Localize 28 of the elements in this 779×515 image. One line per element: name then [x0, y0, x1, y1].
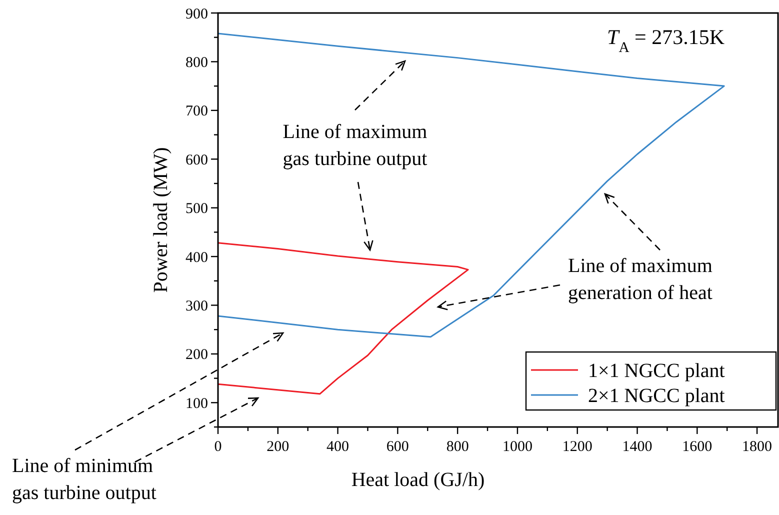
x-tick-label: 800 — [446, 439, 469, 455]
y-tick-label: 800 — [186, 54, 208, 71]
y-tick-label: 400 — [186, 250, 208, 266]
x-tick-label: 400 — [326, 439, 350, 455]
annotation: Line of maximum generation of heat — [568, 255, 713, 304]
x-axis-title: Heat load (GJ/h) — [351, 469, 485, 491]
y-tick-label: 100 — [186, 396, 208, 412]
legend-label: 2×1 NGCC plant — [588, 385, 726, 407]
legend-label: 1×1 NGCC plant — [588, 360, 726, 382]
x-tick-label: 1200 — [562, 439, 592, 455]
x-tick-label: 1400 — [622, 439, 652, 455]
line-series — [218, 242, 469, 395]
text: Line of minimum gas turbine output — [12, 455, 157, 504]
x-tick-label: 600 — [386, 439, 409, 455]
y-tick-label: 500 — [186, 201, 208, 218]
x-tick-label: 1800 — [742, 439, 772, 455]
y-tick-label: 200 — [186, 347, 208, 364]
y-tick-label: 300 — [186, 298, 208, 314]
y-tick-label: 900 — [186, 6, 208, 22]
x-tick-label: 0 — [214, 439, 222, 455]
x-tick-label: 1000 — [502, 439, 532, 455]
annotation: T$_{A}$ = 273.15K — [607, 25, 725, 56]
x-tick-label: 200 — [266, 439, 290, 455]
annotation: Line of maximum gas turbine output — [282, 121, 428, 170]
y-tick-label: 700 — [186, 104, 208, 120]
y-tick-label: 600 — [186, 152, 208, 168]
y-axis-title: Power load (MW) — [150, 147, 172, 293]
x-tick-label: 1600 — [682, 439, 712, 455]
